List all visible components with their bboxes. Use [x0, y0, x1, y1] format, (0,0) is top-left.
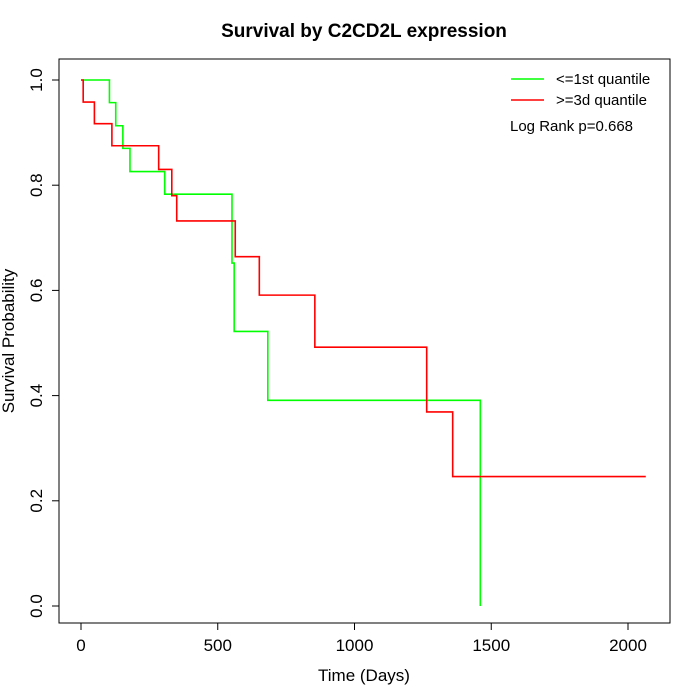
x-axis-label: Time (Days)	[318, 666, 410, 685]
x-axis: 0 500 1000 1500 2000	[76, 622, 647, 655]
y-tick-label: 0.0	[27, 594, 46, 618]
y-tick-label: 0.4	[27, 384, 46, 408]
y-tick-label: 0.8	[27, 173, 46, 197]
y-axis-label: Survival Probability	[0, 268, 18, 413]
plot-frame	[58, 58, 671, 624]
legend: <=1st quantile >=3d quantile	[511, 71, 650, 109]
legend-label: >=3d quantile	[556, 92, 647, 109]
y-tick-label: 1.0	[27, 68, 46, 92]
y-tick-label: 0.6	[27, 279, 46, 303]
y-tick-label: 0.2	[27, 489, 46, 513]
chart-title: Survival by C2CD2L expression	[221, 21, 507, 42]
survival-curve-series-2	[81, 79, 646, 478]
x-tick-label: 0	[76, 636, 85, 655]
log-rank-annotation: Log Rank p=0.668	[510, 118, 633, 135]
x-tick-label: 1000	[336, 636, 374, 655]
x-tick-label: 2000	[609, 636, 647, 655]
x-tick-label: 1500	[472, 636, 510, 655]
survival-curve-series-1	[81, 79, 482, 606]
y-axis: 0.0 0.2 0.4 0.6 0.8 1.0	[27, 68, 60, 618]
x-tick-label: 500	[204, 636, 232, 655]
survival-curves	[81, 79, 646, 606]
legend-label: <=1st quantile	[556, 71, 650, 88]
